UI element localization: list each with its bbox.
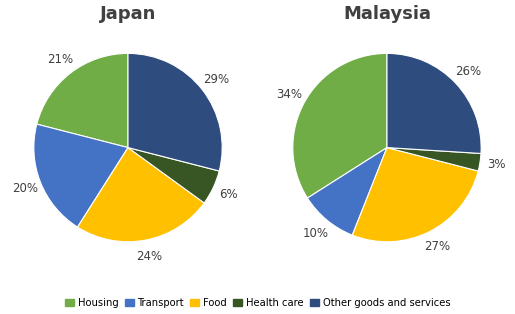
Wedge shape	[352, 148, 478, 242]
Wedge shape	[128, 53, 222, 171]
Text: 21%: 21%	[47, 53, 73, 66]
Text: 6%: 6%	[219, 188, 238, 201]
Title: Japan: Japan	[100, 5, 156, 23]
Wedge shape	[387, 148, 481, 171]
Wedge shape	[78, 148, 204, 242]
Text: 20%: 20%	[12, 182, 38, 195]
Text: 24%: 24%	[136, 250, 162, 263]
Wedge shape	[128, 148, 219, 203]
Wedge shape	[387, 53, 481, 154]
Legend: Housing, Transport, Food, Health care, Other goods and services: Housing, Transport, Food, Health care, O…	[61, 294, 454, 312]
Wedge shape	[37, 53, 128, 148]
Wedge shape	[307, 148, 387, 235]
Text: 27%: 27%	[424, 240, 451, 253]
Text: 34%: 34%	[277, 88, 303, 100]
Text: 10%: 10%	[303, 227, 329, 240]
Wedge shape	[293, 53, 387, 198]
Text: 26%: 26%	[455, 65, 481, 78]
Wedge shape	[34, 124, 128, 227]
Text: 3%: 3%	[488, 159, 506, 171]
Title: Malaysia: Malaysia	[343, 5, 431, 23]
Text: 29%: 29%	[203, 73, 229, 86]
